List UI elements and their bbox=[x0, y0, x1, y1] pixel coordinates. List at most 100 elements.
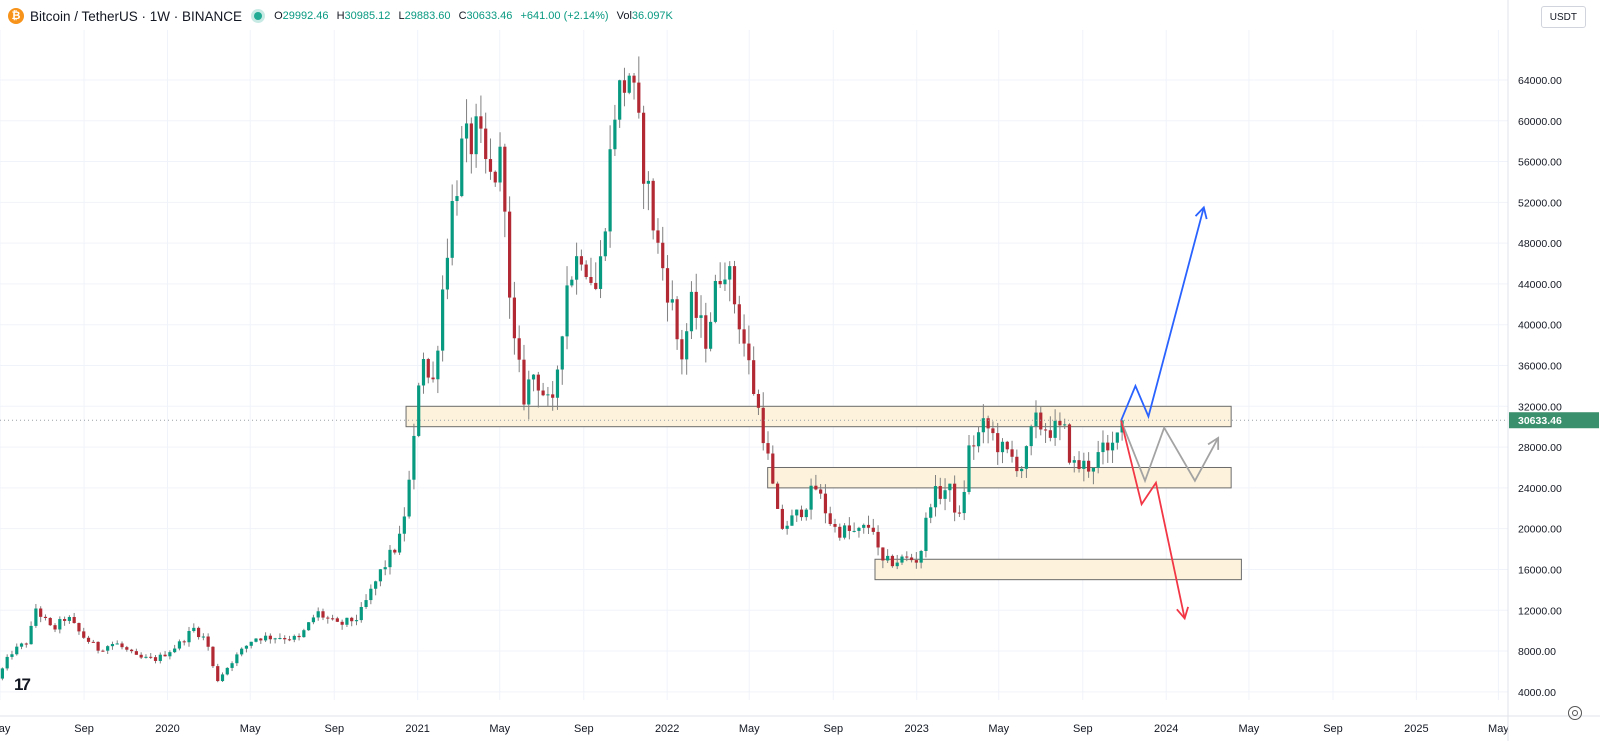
candle-body bbox=[1096, 452, 1100, 468]
candle-body bbox=[216, 666, 220, 682]
candle-body bbox=[278, 638, 282, 640]
candle-body bbox=[326, 617, 330, 619]
candle-body bbox=[139, 654, 143, 658]
candle-body bbox=[728, 266, 732, 280]
candle-body bbox=[785, 525, 789, 529]
candle-body bbox=[359, 606, 363, 621]
candle-body bbox=[1063, 424, 1067, 426]
candle-body bbox=[182, 641, 186, 643]
candle-body bbox=[302, 630, 306, 638]
candle-body bbox=[417, 385, 421, 436]
candle-body bbox=[642, 112, 646, 184]
candle-body bbox=[527, 379, 531, 405]
candle-body bbox=[115, 643, 119, 645]
candle-body bbox=[1039, 412, 1043, 430]
candle-body bbox=[378, 569, 383, 582]
high-value: 30985.12 bbox=[344, 10, 391, 22]
candle-body bbox=[584, 264, 588, 277]
candle-body bbox=[1048, 430, 1052, 438]
candle-body bbox=[287, 639, 292, 641]
tradingview-logo[interactable]: 17 bbox=[14, 675, 31, 694]
candle-body bbox=[579, 256, 583, 265]
candle-body bbox=[211, 646, 215, 667]
change-value: +641.00 (+2.14%) bbox=[520, 10, 609, 22]
candle-body bbox=[364, 600, 368, 607]
market-open-dot-icon bbox=[254, 12, 263, 20]
candle-body bbox=[900, 556, 904, 563]
candle-body bbox=[799, 509, 804, 518]
candle-body bbox=[187, 630, 191, 643]
candle-body bbox=[747, 343, 751, 361]
candle-body bbox=[1053, 420, 1057, 438]
candle-body bbox=[388, 549, 392, 568]
x-tick-label: Sep bbox=[74, 723, 94, 735]
open-key: O bbox=[274, 10, 283, 22]
candle-body bbox=[67, 616, 71, 621]
candle-body bbox=[469, 123, 473, 155]
y-tick-label: 12000.00 bbox=[1518, 605, 1562, 617]
candle-body bbox=[594, 282, 598, 289]
candle-body bbox=[173, 648, 177, 653]
candle-body bbox=[866, 524, 871, 528]
y-tick-label: 44000.00 bbox=[1518, 279, 1562, 291]
candle-body bbox=[374, 581, 378, 589]
candle-body bbox=[1101, 442, 1105, 453]
candle-body bbox=[933, 486, 938, 508]
candle-body bbox=[426, 359, 430, 378]
candle-body bbox=[613, 119, 617, 150]
candle-body bbox=[58, 619, 62, 630]
candle-body bbox=[536, 374, 540, 391]
symbol-title[interactable]: Bitcoin / TetherUS · 1W · BINANCE bbox=[30, 8, 243, 24]
candle-body bbox=[235, 654, 239, 664]
candle-body bbox=[0, 668, 4, 679]
x-tick-label: 2025 bbox=[1404, 723, 1428, 735]
candle-body bbox=[268, 635, 272, 640]
candle-body bbox=[201, 636, 205, 638]
candle-body bbox=[330, 618, 335, 620]
gear-icon[interactable] bbox=[1568, 706, 1582, 720]
x-tick-label: 2022 bbox=[655, 723, 679, 735]
candle-body bbox=[72, 616, 76, 624]
candle-body bbox=[1010, 449, 1014, 457]
x-tick-label: 2020 bbox=[155, 723, 179, 735]
candle-body bbox=[972, 445, 976, 447]
candle-body bbox=[565, 285, 569, 337]
candle-body bbox=[809, 485, 813, 510]
candle-body bbox=[632, 75, 636, 83]
candle-body bbox=[512, 297, 517, 339]
candle-body bbox=[938, 486, 942, 499]
candle-body bbox=[493, 171, 497, 183]
candle-body bbox=[842, 525, 847, 538]
candle-body bbox=[101, 650, 105, 652]
candle-body bbox=[43, 616, 48, 619]
candle-body bbox=[345, 617, 349, 625]
candle-body bbox=[723, 279, 727, 285]
candle-body bbox=[479, 116, 483, 129]
candle-body bbox=[948, 483, 952, 491]
projection-path-bullish bbox=[1120, 207, 1205, 421]
chart-header: ₿ Bitcoin / TetherUS · 1W · BINANCE O299… bbox=[0, 4, 678, 28]
candle-body bbox=[249, 641, 253, 646]
candle-body bbox=[603, 231, 607, 257]
candle-body bbox=[153, 657, 158, 661]
candle-body bbox=[771, 453, 775, 484]
candle-body bbox=[220, 674, 225, 682]
candle-body bbox=[450, 201, 454, 258]
candle-body bbox=[1082, 460, 1086, 469]
x-tick-label: 2023 bbox=[904, 723, 928, 735]
candle-body bbox=[756, 393, 761, 408]
currency-button[interactable]: USDT bbox=[1540, 6, 1586, 28]
candle-body bbox=[120, 643, 124, 648]
bitcoin-icon[interactable]: ₿ bbox=[8, 8, 24, 24]
candle-body bbox=[106, 646, 110, 651]
candle-body bbox=[862, 524, 866, 528]
candle-body bbox=[761, 407, 765, 444]
candle-body bbox=[1067, 424, 1072, 463]
candle-body bbox=[924, 517, 928, 551]
candle-body bbox=[914, 560, 918, 563]
volume-key: Vol bbox=[616, 10, 632, 22]
